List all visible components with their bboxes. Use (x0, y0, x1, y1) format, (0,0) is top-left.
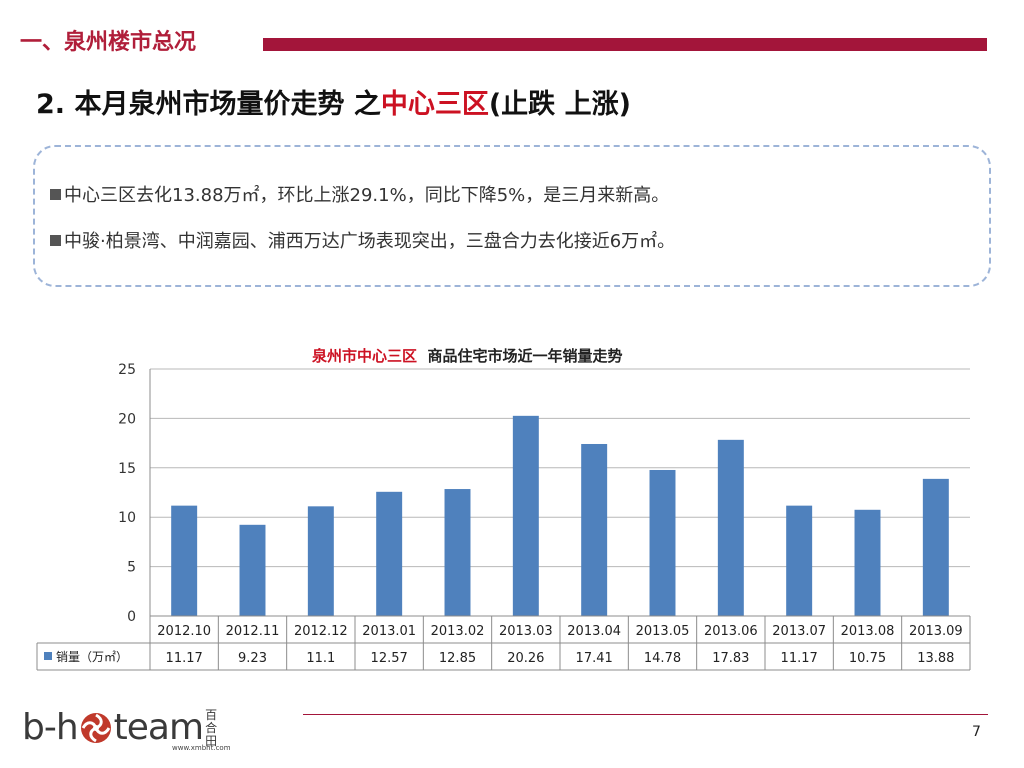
footer-divider (303, 714, 988, 715)
bar (649, 469, 676, 616)
x-tick-label: 2012.11 (226, 624, 280, 639)
logo-text-left: b-h (22, 707, 79, 748)
note-bullet: 中骏·柏景湾、中润嘉园、浦西万达广场表现突出，三盘合力去化接近6万㎡。 (50, 227, 675, 253)
data-label: 12.57 (371, 651, 408, 666)
x-tick-label: 2013.09 (909, 624, 963, 639)
data-label: 13.88 (917, 651, 954, 666)
logo-url: www.xmbht.com (172, 744, 231, 752)
data-label: 11.1 (306, 651, 335, 666)
data-label: 12.85 (439, 651, 476, 666)
legend-label: 销量（万㎡） (56, 650, 128, 664)
x-tick-label: 2013.05 (636, 624, 690, 639)
note-text: 中心三区去化13.88万㎡，环比上涨29.1%，同比下降5%，是三月来新高。 (64, 185, 670, 206)
bar (581, 443, 608, 616)
x-tick-label: 2013.01 (362, 624, 416, 639)
note-text: 中骏·柏景湾、中润嘉园、浦西万达广场表现突出，三盘合力去化接近6万㎡。 (64, 231, 676, 252)
page-number: 7 (972, 724, 981, 740)
section-title-bar (263, 38, 987, 51)
note-bullet: 中心三区去化13.88万㎡，环比上涨29.1%，同比下降5%，是三月来新高。 (50, 181, 669, 207)
y-tick-label: 0 (127, 609, 136, 625)
bar (307, 506, 334, 616)
y-tick-label: 15 (118, 461, 136, 477)
x-tick-label: 2013.07 (772, 624, 826, 639)
bar (786, 505, 813, 616)
x-tick-label: 2013.06 (704, 624, 758, 639)
bar (171, 505, 198, 616)
notes-box (33, 145, 991, 287)
data-label: 14.78 (644, 651, 681, 666)
logo-text-right: team (113, 707, 204, 748)
bar (376, 491, 403, 616)
swirl-logo-icon (80, 713, 111, 743)
bar (717, 439, 744, 616)
section-title: 一、泉州楼市总况 (20, 30, 197, 55)
chart-title-highlight: 泉州市中心三区 (312, 347, 418, 365)
data-label: 10.75 (849, 651, 886, 666)
legend-key (44, 652, 52, 660)
slide-title-highlight: 中心三区 (380, 89, 489, 120)
company-logo: b-h team 百合田 www.xmbht.com (22, 702, 231, 754)
bar (512, 415, 539, 616)
data-label: 9.23 (238, 651, 267, 666)
bullet-square-icon (50, 189, 61, 200)
data-label: 20.26 (507, 651, 544, 666)
bar (239, 524, 266, 616)
slide-title-tail: (止跌 上涨) (488, 89, 631, 120)
x-tick-label: 2013.03 (499, 624, 553, 639)
x-tick-label: 2012.12 (294, 624, 348, 639)
y-tick-label: 25 (118, 362, 136, 378)
bar (922, 478, 949, 616)
bar (854, 509, 881, 616)
x-tick-label: 2013.02 (431, 624, 485, 639)
bullet-square-icon (50, 235, 61, 246)
chart-title: 泉州市中心三区 商品住宅市场近一年销量走势 (312, 345, 622, 366)
data-label: 11.17 (166, 651, 203, 666)
x-tick-label: 2013.04 (567, 624, 621, 639)
data-label: 11.17 (781, 651, 818, 666)
data-label: 17.41 (576, 651, 613, 666)
logo-chinese: 百合田 (205, 707, 218, 748)
y-tick-label: 20 (118, 411, 136, 427)
x-tick-label: 2012.10 (157, 624, 211, 639)
chart-title-rest: 商品住宅市场近一年销量走势 (427, 347, 623, 365)
bar (444, 489, 471, 616)
slide-title-main: 2. 本月泉州市场量价走势 之 (36, 89, 381, 120)
slide-title: 2. 本月泉州市场量价走势 之中心三区(止跌 上涨) (36, 82, 631, 121)
data-label: 17.83 (712, 651, 749, 666)
y-tick-label: 5 (127, 560, 136, 576)
y-tick-label: 10 (118, 510, 136, 526)
x-tick-label: 2013.08 (841, 624, 895, 639)
